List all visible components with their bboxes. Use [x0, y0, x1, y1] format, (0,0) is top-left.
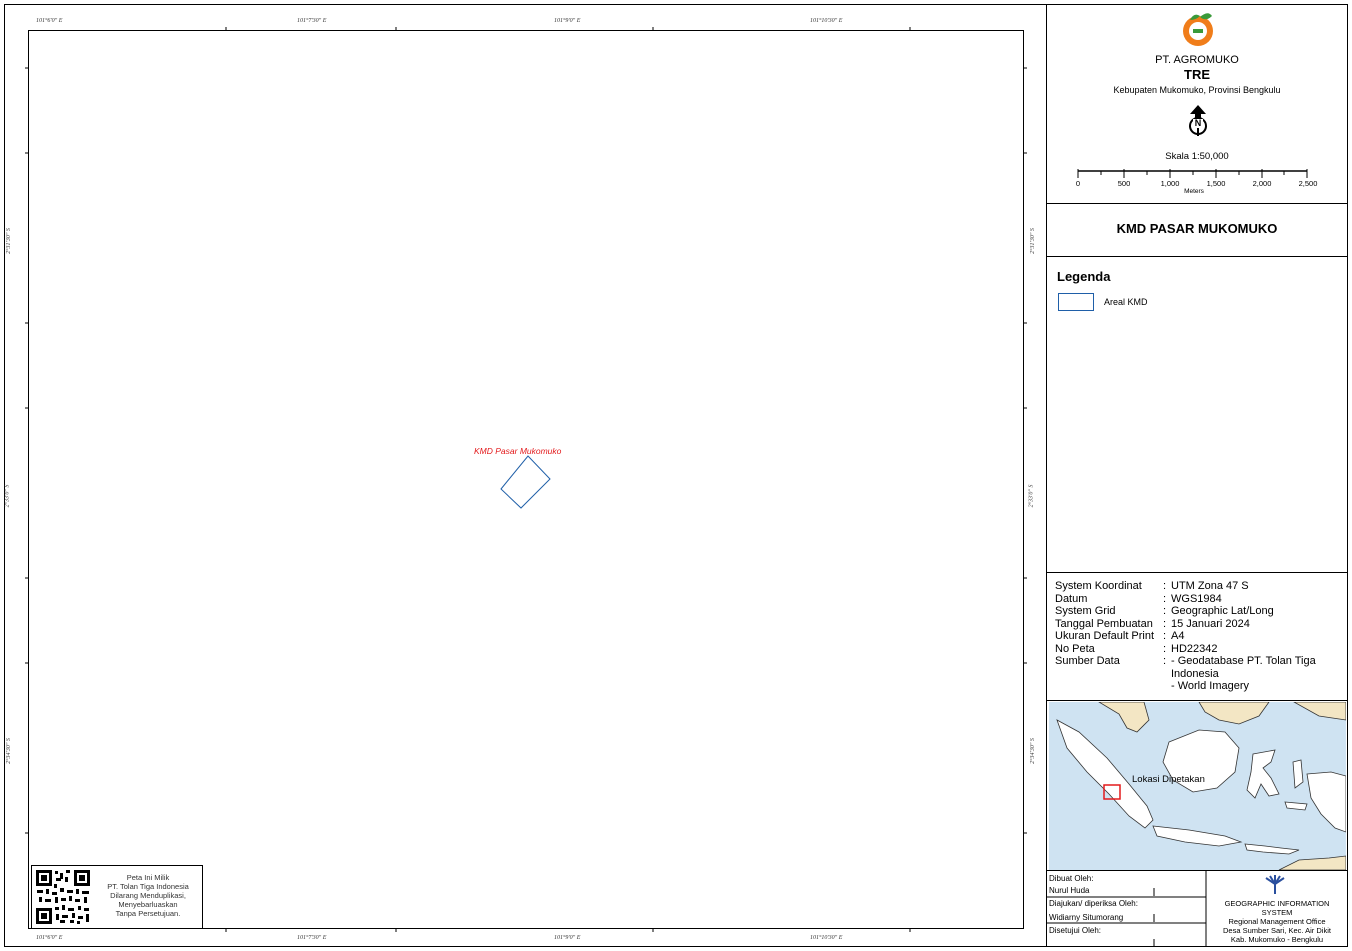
- footer-grid: [1046, 870, 1207, 947]
- divider: [1046, 572, 1348, 573]
- info-value: 15 Januari 2024: [1171, 617, 1250, 630]
- approved-by-label: Disetujui Oleh:: [1049, 926, 1102, 935]
- org-line: SYSTEM: [1261, 908, 1293, 917]
- north-letter: N: [1193, 118, 1203, 128]
- legend-title: Legenda: [1057, 269, 1111, 284]
- grid-label-top: 101°9'0" E: [554, 18, 581, 24]
- gis-org-text: GEOGRAPHIC INFORMATION SYSTEM Regional M…: [1208, 899, 1346, 944]
- grid-label-top: 101°7'30" E: [297, 18, 327, 24]
- made-by-name: Nurul Huda: [1049, 886, 1090, 895]
- note-line: Tanpa Persetujuan.: [115, 909, 181, 918]
- info-value: WGS1984: [1171, 592, 1222, 605]
- info-value: UTM Zona 47 S: [1171, 580, 1249, 592]
- divider: [1046, 203, 1348, 204]
- legend-swatch-areal-kmd: [1058, 293, 1094, 311]
- ownership-note-text: Peta Ini Milik PT. Tolan Tiga Indonesia …: [94, 873, 202, 918]
- company-location: Kebupaten Mukomuko, Provinsi Bengkulu: [1113, 85, 1281, 95]
- map-frame: [28, 30, 1024, 929]
- company-name: PT. AGROMUKO: [1155, 54, 1239, 66]
- qr-code-icon: [34, 868, 92, 926]
- scale-tick-label: 1,000: [1160, 179, 1180, 188]
- divider: [1046, 700, 1348, 701]
- grid-label-bottom: 101°6'0" E: [36, 935, 63, 941]
- info-row: System Grid: Geographic Lat/Long: [1055, 605, 1340, 618]
- info-key: No Peta: [1055, 642, 1095, 655]
- note-line: Menyebarluaskan: [118, 900, 178, 909]
- grid-label-bottom: 101°9'0" E: [554, 935, 581, 941]
- grid-label-top: 101°6'0" E: [36, 18, 63, 24]
- info-key: System Koordinat: [1055, 580, 1142, 592]
- map-info-block: System Koordinat: UTM Zona 47 S Datum: WGS…: [1055, 580, 1340, 693]
- scale-tick-label: 500: [1117, 179, 1131, 188]
- checked-by-label: Diajukan/ diperiksa Oleh:: [1049, 899, 1138, 908]
- org-line: GEOGRAPHIC INFORMATION: [1224, 899, 1330, 908]
- legend-item-label: Areal KMD: [1104, 297, 1148, 307]
- scale-tick-label: 2,000: [1252, 179, 1272, 188]
- info-value: A4: [1171, 630, 1185, 642]
- scale-bar: [1077, 169, 1308, 178]
- info-value: - World Imagery: [1171, 680, 1250, 692]
- map-title: KMD PASAR MUKOMUKO: [1116, 221, 1278, 236]
- graticule-ticks: [25, 27, 1027, 932]
- company-logo-icon: [1183, 13, 1213, 46]
- info-value: - Geodatabase PT. Tolan Tiga Indonesia: [1171, 655, 1316, 680]
- scale-tick-label: 1,500: [1206, 179, 1226, 188]
- info-row: Datum: WGS1984: [1055, 593, 1340, 606]
- checked-by-name: Widiarny Situmorang: [1049, 913, 1124, 922]
- scale-tick-label: 2,500: [1298, 179, 1318, 188]
- info-key: Datum: [1055, 592, 1088, 605]
- note-line: Dilarang Menduplikasi,: [110, 891, 186, 900]
- info-key: System Grid: [1055, 605, 1116, 617]
- info-value: HD22342: [1171, 642, 1218, 655]
- org-line: Desa Sumber Sari, Kec. Air Dikit: [1223, 926, 1331, 935]
- grid-label-top: 101°10'30" E: [810, 18, 843, 24]
- info-row: Ukuran Default Print: A4: [1055, 630, 1340, 643]
- company-unit: TRE: [1184, 67, 1210, 82]
- made-by-label: Dibuat Oleh:: [1049, 874, 1094, 883]
- divider: [1046, 256, 1348, 257]
- note-line: PT. Tolan Tiga Indonesia: [107, 882, 189, 891]
- grid-label-bottom: 101°10'30" E: [810, 935, 843, 941]
- org-line: Regional Management Office: [1228, 917, 1326, 926]
- org-line: Kab. Mukomuko - Bengkulu: [1230, 935, 1324, 944]
- info-row: Sumber Data: - Geodatabase PT. Tolan Tiga…: [1055, 655, 1340, 680]
- gis-logo-icon: [1265, 875, 1285, 894]
- inset-map: Lokasi Dipetakan: [1049, 702, 1346, 870]
- info-key: Ukuran Default Print: [1055, 630, 1155, 642]
- legend-panel: [1046, 4, 1348, 947]
- layout-frame: [4, 4, 1348, 947]
- kmd-polygon[interactable]: [495, 452, 557, 514]
- divider: [1046, 870, 1348, 871]
- info-key: Tanggal Pembuatan: [1055, 617, 1153, 630]
- scale-unit: Meters: [1184, 188, 1204, 195]
- inset-map-drawing: [1056, 702, 1346, 870]
- info-row: No Peta: HD22342: [1055, 643, 1340, 656]
- ownership-note-box: Peta Ini Milik PT. Tolan Tiga Indonesia …: [31, 865, 203, 929]
- kmd-feature-label: KMD Pasar Mukomuko: [474, 446, 562, 456]
- info-key: Sumber Data: [1055, 655, 1120, 667]
- note-line: Peta Ini Milik: [126, 873, 170, 882]
- grid-label-bottom: 101°7'30" E: [297, 935, 327, 941]
- info-row: System Koordinat: UTM Zona 47 S: [1055, 580, 1340, 593]
- info-value: Geographic Lat/Long: [1171, 605, 1274, 617]
- info-row: - World Imagery: [1055, 680, 1340, 693]
- scale-tick-label: 0: [1075, 179, 1081, 188]
- info-row: Tanggal Pembuatan:15 Januari 2024: [1055, 618, 1340, 631]
- info-key: [1055, 680, 1163, 693]
- inset-location-label: Lokasi Dipetakan: [1132, 774, 1205, 785]
- scale-label: Skala 1:50,000: [1165, 151, 1229, 162]
